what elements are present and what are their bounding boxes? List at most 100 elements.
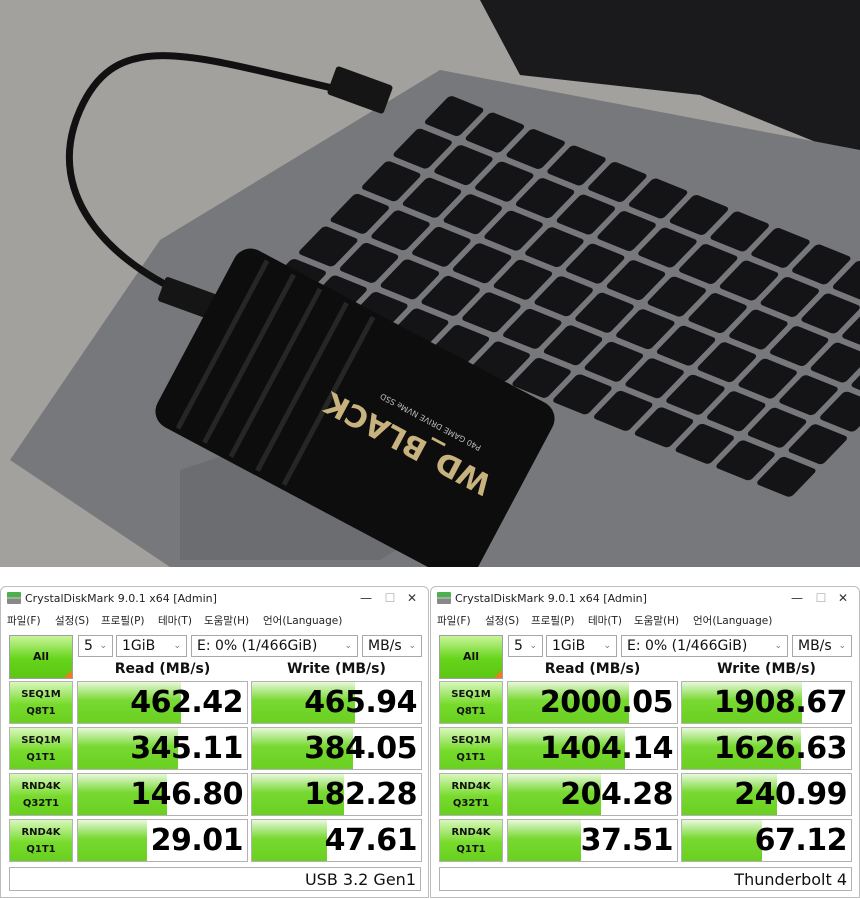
write-result: 1626.63 [681, 727, 852, 770]
write-value: 1908.67 [713, 685, 848, 720]
app-icon [437, 592, 451, 604]
unit-select[interactable]: MB/s ⌄ [362, 635, 422, 657]
read-meter-bar [508, 820, 581, 861]
test-button[interactable]: RND4K Q32T1 [9, 773, 73, 816]
menu-theme[interactable]: 테마(T) [158, 615, 192, 627]
test-button[interactable]: SEQ1M Q8T1 [9, 681, 73, 724]
all-button[interactable]: All [439, 635, 503, 679]
keyboard-key [679, 244, 738, 284]
keyboard-key [525, 227, 584, 268]
read-result: 146.80 [77, 773, 248, 816]
read-header: Read (MB/s) [114, 661, 211, 677]
unit-select[interactable]: MB/s ⌄ [792, 635, 852, 657]
keyboard-key [716, 440, 775, 481]
chevron-down-icon: ⌄ [603, 641, 611, 651]
menu-language[interactable]: 언어(Language) [263, 615, 343, 627]
menu-help[interactable]: 도움말(H) [204, 615, 250, 627]
test-name: RND4K [21, 827, 61, 838]
test-button[interactable]: RND4K Q1T1 [9, 819, 73, 862]
read-value: 29.01 [150, 823, 244, 858]
chevron-down-icon: ⌄ [344, 641, 352, 651]
keyboard-key [362, 161, 421, 202]
keyboard-key [421, 275, 480, 316]
keyboard-key [810, 342, 860, 383]
drive-select[interactable]: E: 0% (1/466GiB) ⌄ [621, 635, 788, 657]
keyboard-key [465, 112, 525, 153]
test-button[interactable]: SEQ1M Q1T1 [439, 727, 503, 770]
size-select[interactable]: 1GiB ⌄ [116, 635, 187, 657]
maximize-button[interactable]: ☐ [815, 591, 827, 605]
write-result: 67.12 [681, 819, 852, 862]
write-value: 384.05 [304, 731, 417, 766]
menu-profile[interactable]: 프로필(P) [101, 615, 145, 627]
menu-help[interactable]: 도움말(H) [634, 615, 680, 627]
keyboard-key [330, 193, 389, 234]
menu-language[interactable]: 언어(Language) [693, 615, 773, 627]
test-button[interactable]: RND4K Q32T1 [439, 773, 503, 816]
test-button[interactable]: SEQ1M Q1T1 [9, 727, 73, 770]
keyboard-key [757, 456, 816, 497]
test-name: RND4K [451, 781, 491, 792]
size-select[interactable]: 1GiB ⌄ [546, 635, 617, 657]
count-value: 5 [84, 638, 93, 654]
test-name: SEQ1M [21, 735, 61, 746]
read-value: 37.51 [580, 823, 674, 858]
keyboard-key [769, 326, 829, 367]
title-bar[interactable]: CrystalDiskMark 9.0.1 x64 [Admin] — ☐ ✕ [431, 587, 859, 610]
keyboard-key [299, 226, 358, 267]
close-button[interactable]: ✕ [406, 591, 418, 605]
menu-bar: 파일(F) 설정(S) 프로필(P) 테마(T) 도움말(H) 언어(Langu… [1, 610, 428, 630]
keyboard-key [412, 226, 471, 267]
keyboard-key [779, 375, 838, 416]
test-button[interactable]: SEQ1M Q8T1 [439, 681, 503, 724]
menu-settings[interactable]: 설정(S) [485, 615, 520, 627]
test-button[interactable]: RND4K Q1T1 [439, 819, 503, 862]
comment-field[interactable]: USB 3.2 Gen1 [9, 867, 421, 891]
write-header: Write (MB/s) [717, 661, 816, 677]
keyboard-key [484, 210, 543, 251]
minimize-button[interactable]: — [791, 591, 803, 605]
keyboard-key [707, 391, 766, 432]
close-button[interactable]: ✕ [837, 591, 849, 605]
menu-settings[interactable]: 설정(S) [55, 615, 90, 627]
minimize-button[interactable]: — [360, 591, 372, 605]
read-header: Read (MB/s) [544, 661, 641, 677]
keyboard-key [566, 243, 625, 284]
keyboard-key [547, 145, 606, 186]
keyboard-key [688, 293, 747, 334]
keyboard-key [634, 407, 694, 448]
keyboard-key [553, 374, 612, 415]
chevron-down-icon: ⌄ [173, 641, 181, 651]
keyboard-key [512, 357, 571, 398]
menu-file[interactable]: 파일(F) [437, 615, 471, 627]
keyboard-key [506, 129, 565, 169]
menu-file[interactable]: 파일(F) [7, 615, 41, 627]
test-name: RND4K [451, 827, 491, 838]
write-header: Write (MB/s) [287, 661, 386, 677]
test-params: Q1T1 [26, 844, 56, 855]
title-bar[interactable]: CrystalDiskMark 9.0.1 x64 [Admin] — ☐ ✕ [1, 587, 428, 610]
count-select[interactable]: 5 ⌄ [78, 635, 113, 657]
comment-field[interactable]: Thunderbolt 4 [439, 867, 852, 891]
app-icon [7, 592, 21, 604]
keyboard-key [616, 309, 675, 350]
write-value: 67.12 [754, 823, 848, 858]
all-button[interactable]: All [9, 635, 73, 679]
menu-profile[interactable]: 프로필(P) [531, 615, 575, 627]
read-result: 1404.14 [507, 727, 678, 770]
chevron-down-icon: ⌄ [408, 641, 416, 651]
laptop-screen [480, 0, 860, 160]
keyboard-key [638, 227, 697, 268]
maximize-button[interactable]: ☐ [384, 591, 396, 605]
keyboard-key [719, 260, 779, 301]
write-meter-bar [252, 728, 353, 769]
unit-value: MB/s [368, 638, 402, 654]
keyboard-key [434, 145, 493, 186]
read-meter-bar [78, 728, 178, 769]
keyboard-key [371, 210, 430, 251]
crystaldiskmark-window-thunderbolt: CrystalDiskMark 9.0.1 x64 [Admin] — ☐ ✕ … [430, 586, 860, 898]
drive-select[interactable]: E: 0% (1/466GiB) ⌄ [191, 635, 358, 657]
crystaldiskmark-window-usb: CrystalDiskMark 9.0.1 x64 [Admin] — ☐ ✕ … [0, 586, 429, 898]
menu-theme[interactable]: 테마(T) [588, 615, 622, 627]
count-select[interactable]: 5 ⌄ [508, 635, 543, 657]
